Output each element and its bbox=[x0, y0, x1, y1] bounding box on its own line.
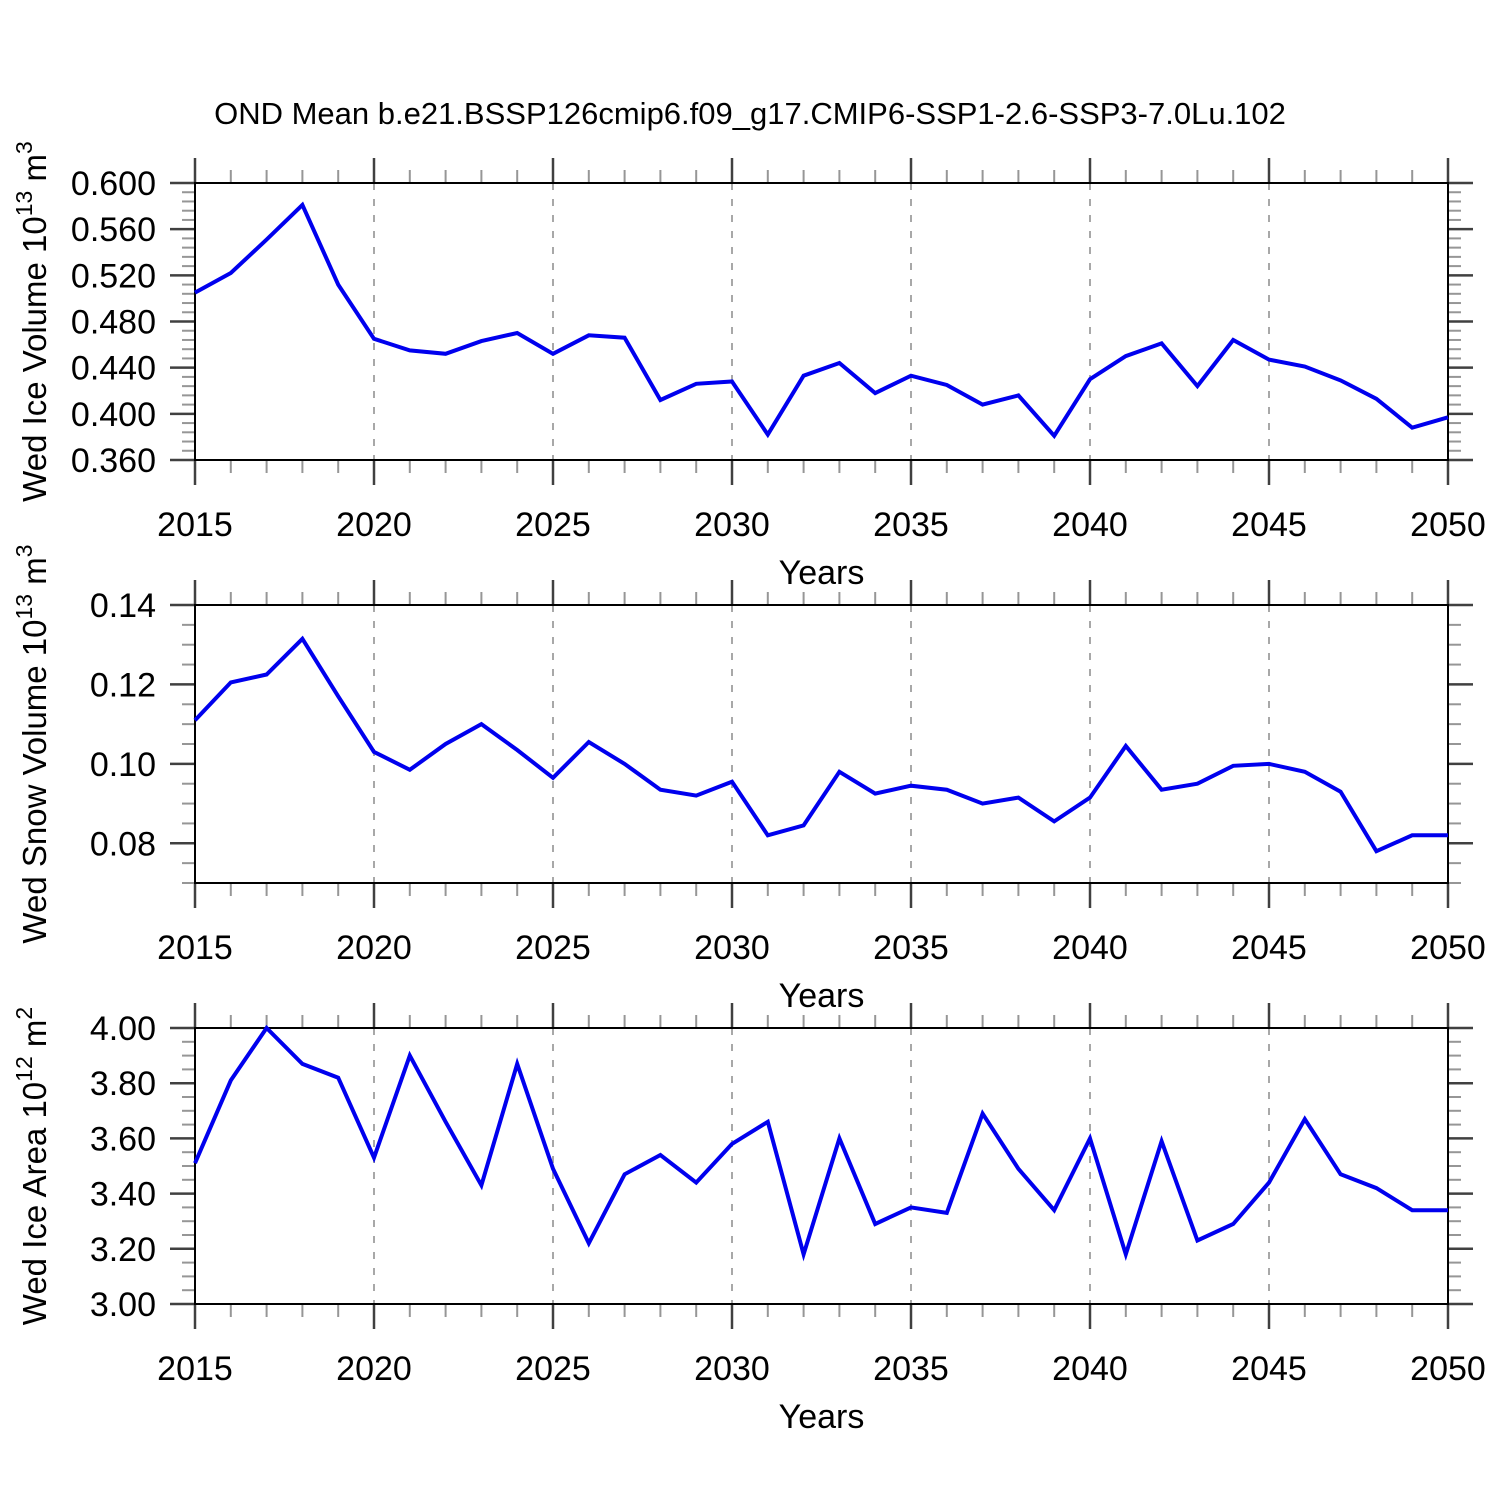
x-tick-label: 2030 bbox=[694, 929, 770, 967]
x-tick-label: 2020 bbox=[336, 506, 412, 544]
x-tick-label: 2045 bbox=[1231, 506, 1307, 544]
y-tick-label: 3.80 bbox=[90, 1065, 156, 1103]
x-tick-label: 2050 bbox=[1410, 1350, 1486, 1388]
x-tick-label: 2020 bbox=[336, 1350, 412, 1388]
x-tick-label: 2035 bbox=[873, 929, 949, 967]
y-tick-label: 0.440 bbox=[71, 350, 156, 388]
data-line bbox=[194, 201, 1449, 440]
x-tick-label: 2045 bbox=[1231, 929, 1307, 967]
panel-wed-ice-area: 3.00 3.20 3.40 3.60 3.80 4.00 2015 2020 2025 2030… bbox=[11, 1003, 1486, 1436]
plot-border bbox=[194, 1027, 1449, 1305]
y-tick-label: 3.60 bbox=[90, 1120, 156, 1158]
y-tick-label: 0.600 bbox=[71, 165, 156, 203]
y-tick-label: 0.560 bbox=[71, 211, 156, 249]
y-axis-title: Wed Snow Volume 1013​ m3​ bbox=[11, 544, 53, 943]
x-tick-label: 2040 bbox=[1052, 929, 1128, 967]
x-tick-label: 2025 bbox=[515, 929, 591, 967]
plot-border bbox=[194, 182, 1449, 461]
x-tick-label: 2015 bbox=[157, 1350, 233, 1388]
x-tick-label: 2015 bbox=[157, 929, 233, 967]
y-tick-label: 3.00 bbox=[90, 1286, 156, 1324]
x-tick-label: 2040 bbox=[1052, 1350, 1128, 1388]
x-axis-title: Years bbox=[779, 554, 865, 592]
x-tick-label: 2035 bbox=[873, 506, 949, 544]
x-tick-label: 2050 bbox=[1410, 506, 1486, 544]
y-tick-label: 0.12 bbox=[90, 666, 156, 704]
y-tick-label: 4.00 bbox=[90, 1010, 156, 1048]
x-tick-label: 2040 bbox=[1052, 506, 1128, 544]
y-tick-label: 3.40 bbox=[90, 1176, 156, 1214]
x-tick-label: 2050 bbox=[1410, 929, 1486, 967]
y-tick-label: 0.08 bbox=[90, 825, 156, 863]
x-tick-label: 2015 bbox=[157, 506, 233, 544]
y-axis-title: Wed Ice Area 1012​ m2​ bbox=[11, 1007, 53, 1325]
x-tick-label: 2025 bbox=[515, 1350, 591, 1388]
y-axis-title: Wed Ice Volume 1013​ m3​ bbox=[11, 141, 53, 502]
data-line bbox=[193, 1024, 1448, 1262]
chart-title: OND Mean b.e21.BSSP126cmip6.f09_g17.CMIP… bbox=[214, 96, 1286, 131]
x-axis-title: Years bbox=[779, 1398, 865, 1436]
x-tick-label: 2030 bbox=[694, 506, 770, 544]
x-tick-label: 2030 bbox=[694, 1350, 770, 1388]
x-tick-label: 2025 bbox=[515, 506, 591, 544]
y-tick-label: 0.10 bbox=[90, 746, 156, 784]
data-line bbox=[193, 635, 1448, 854]
x-tick-label: 2035 bbox=[873, 1350, 949, 1388]
y-tick-label: 0.480 bbox=[71, 304, 156, 342]
plot-border bbox=[194, 604, 1449, 884]
panel-wed-snow-volume: 0.08 0.10 0.12 0.14 2015 2020 2025 2030 2035 2040… bbox=[11, 544, 1486, 1015]
x-axis-title: Years bbox=[779, 977, 865, 1015]
y-tick-label: 0.360 bbox=[71, 442, 156, 480]
y-tick-label: 0.400 bbox=[71, 396, 156, 434]
x-tick-label: 2020 bbox=[336, 929, 412, 967]
x-tick-label: 2045 bbox=[1231, 1350, 1307, 1388]
y-tick-label: 0.520 bbox=[71, 257, 156, 295]
y-tick-label: 3.20 bbox=[90, 1231, 156, 1269]
panel-wed-ice-volume: 0.360 0.400 0.440 0.480 0.520 0.560 0.600 2015 2… bbox=[11, 141, 1486, 592]
y-tick-label: 0.14 bbox=[90, 587, 156, 625]
